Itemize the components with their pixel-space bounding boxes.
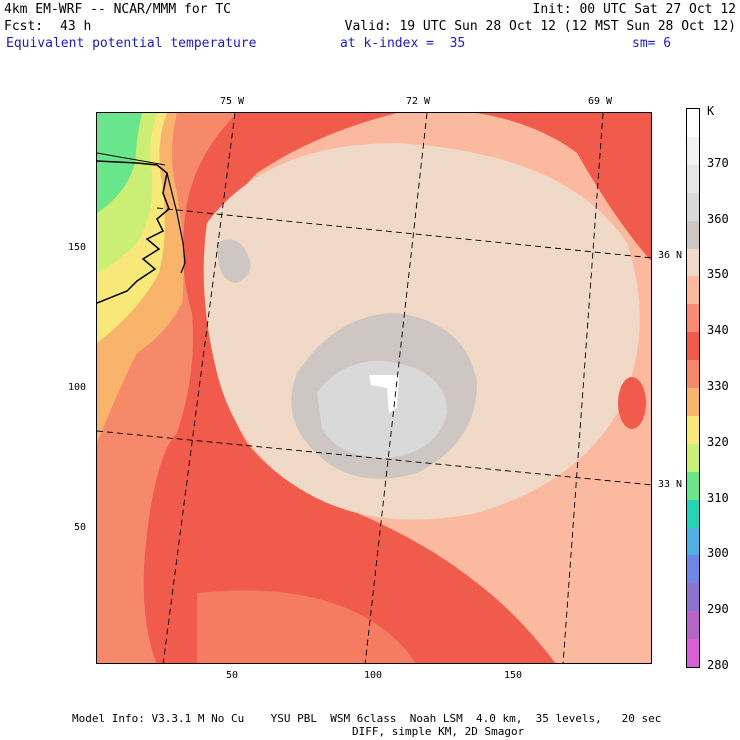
parallel-36n [156, 207, 651, 259]
meridian-75w [162, 113, 236, 663]
forecast-label: Fcst: [4, 19, 44, 34]
colorbar-label: 350 [707, 267, 729, 282]
colorbar-swatch [687, 527, 699, 556]
colorbar-swatch [687, 415, 699, 445]
colorbar-swatch [687, 388, 699, 417]
colorbar-label: 280 [707, 658, 729, 672]
colorbar-label: 340 [707, 323, 729, 338]
colorbar-label: 330 [707, 379, 729, 393]
model-info: Model Info: V3.3.1 M No Cu YSU PBL WSM 6… [72, 712, 662, 725]
latlon-grid [97, 113, 651, 663]
colorbar-swatch [687, 276, 699, 305]
colorbar-swatch [687, 583, 699, 612]
lat-label-36n: 36 N [658, 250, 683, 261]
x-tick-100: 100 [364, 670, 383, 681]
colorbar-swatch [687, 611, 699, 640]
colorbar-swatch [687, 136, 699, 166]
colorbar-swatch [687, 164, 699, 194]
outer-banks [166, 172, 186, 274]
colorbar-swatch [687, 639, 699, 668]
field-name: Equivalent potential temperature [6, 36, 257, 51]
field-340k-dot [427, 577, 447, 589]
field-360k-core [317, 361, 447, 458]
colorbar-label: 370 [707, 155, 729, 170]
y-tick-150: 150 [68, 242, 87, 253]
colorbar-swatch [687, 443, 699, 473]
field-330k-south [197, 590, 416, 663]
model-info-diffusion: DIFF, simple KM, 2D Smagor [352, 725, 525, 738]
colorbar-swatch [687, 220, 699, 249]
coastline [97, 160, 170, 304]
field-355k-patch [217, 239, 251, 283]
lon-label-69w: 69 W [588, 96, 613, 107]
colorbar-swatch [687, 332, 699, 361]
colorbar-swatch [687, 304, 699, 333]
x-tick-50: 50 [226, 670, 239, 681]
colorbar-swatch [687, 499, 699, 528]
level-info: at k-index = 35 [340, 36, 466, 51]
parallel-33n [97, 430, 651, 486]
colorbar-swatch [687, 248, 699, 277]
colorbar-label: 300 [707, 546, 729, 561]
colorbar-label: 310 [707, 490, 729, 505]
field-370k-eye [369, 375, 399, 413]
state-border [97, 152, 166, 166]
field-340k-patch [618, 377, 646, 429]
colorbar-unit: K [707, 104, 715, 118]
forecast-hours: 43 h [60, 19, 92, 34]
colorbar-swatch [687, 471, 699, 501]
model-title: 4km EM-WRF -- NCAR/MMM for TC [4, 2, 231, 17]
field-290k [97, 113, 142, 213]
field-340k-ne [477, 113, 651, 261]
colorbar-swatch [687, 555, 699, 584]
init-time: Init: 00 UTC Sat 27 Oct 12 [532, 2, 737, 17]
y-tick-100: 100 [68, 382, 87, 393]
lat-label-33n: 33 N [658, 479, 683, 490]
valid-time: Valid: 19 UTC Sun 28 Oct 12 (12 MST Sun … [344, 19, 736, 34]
meridian-72w [364, 113, 428, 663]
colorbar-swatch [687, 360, 699, 389]
theta-e-map [96, 112, 652, 664]
smoothing-info: sm= 6 [632, 36, 672, 51]
colorbar-label: 320 [707, 434, 729, 449]
meridian-69w [562, 113, 604, 663]
map-canvas [97, 113, 651, 663]
colorbar-swatch [687, 109, 699, 138]
colorbar-label: 360 [707, 211, 729, 226]
lon-label-72w: 72 W [406, 96, 431, 107]
field-340k-sw [97, 113, 556, 663]
colorbar [686, 108, 700, 668]
colorbar-swatch [687, 192, 699, 222]
x-tick-150: 150 [504, 670, 523, 681]
y-tick-50: 50 [74, 522, 87, 533]
colorbar-label: 290 [707, 602, 729, 617]
lon-label-75w: 75 W [220, 96, 245, 107]
